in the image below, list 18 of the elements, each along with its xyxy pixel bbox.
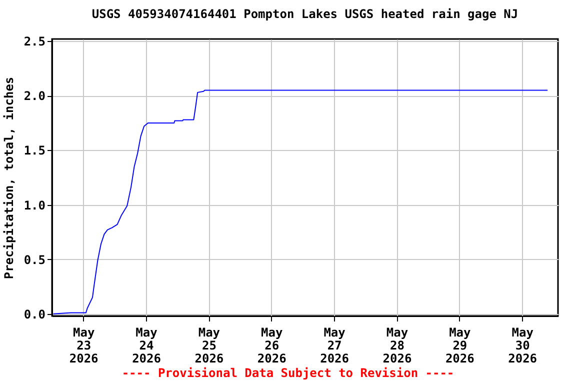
x-tick-label: May 27 2026 bbox=[320, 326, 350, 366]
chart-title: USGS 405934074164401 Pompton Lakes USGS heated rain gage NJ bbox=[92, 7, 518, 22]
y-tick-label: 2.5 bbox=[24, 34, 46, 49]
line-series bbox=[52, 90, 548, 314]
x-tick-label: May 24 2026 bbox=[132, 326, 161, 366]
y-tick-label: 1.5 bbox=[24, 144, 46, 158]
x-tick-label: May 28 2026 bbox=[382, 326, 412, 366]
x-tick-label: May 30 2026 bbox=[508, 326, 538, 366]
x-tick-label: May 23 2026 bbox=[69, 326, 98, 366]
y-axis-title: Precipitation, total, inches bbox=[2, 76, 16, 280]
text: ---- Provisional Data Subject to Revision ---- bbox=[120, 366, 456, 380]
y-tick-label: 0.0 bbox=[24, 307, 46, 322]
y-tick-label: 0.5 bbox=[24, 252, 46, 267]
x-tick-label: May 25 2026 bbox=[194, 326, 224, 366]
x-tick-label: May 29 2026 bbox=[445, 326, 474, 366]
y-tick-label: 1.0 bbox=[24, 198, 46, 212]
y-tick-label: 2.0 bbox=[24, 89, 46, 104]
x-tick-label: May 26 2026 bbox=[257, 326, 286, 366]
